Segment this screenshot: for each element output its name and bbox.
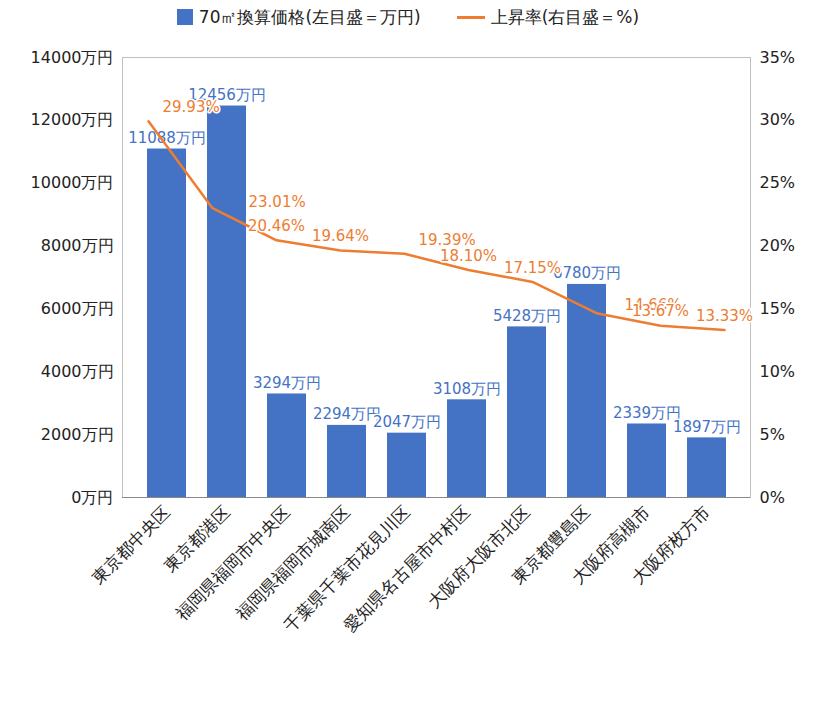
svg-text:福岡県福岡市中央区: 福岡県福岡市中央区 bbox=[171, 502, 293, 624]
svg-text:12456万円: 12456万円 bbox=[188, 86, 266, 104]
html-text:70㎡換算価格(左目盛＝万円): 70㎡換算価格(左目盛＝万円) bbox=[198, 6, 421, 27]
svg-text:29.93%: 29.93% bbox=[163, 98, 220, 116]
svg-text:10%: 10% bbox=[760, 362, 796, 381]
svg-text:0%: 0% bbox=[760, 488, 785, 507]
svg-text:千葉県千葉市花見川区: 千葉県千葉市花見川区 bbox=[279, 501, 414, 637]
svg-text:3294万円: 3294万円 bbox=[253, 374, 321, 392]
svg-text:8000万円: 8000万円 bbox=[41, 236, 114, 255]
svg-text:6780万円: 6780万円 bbox=[553, 264, 621, 282]
svg-text:愛知県名古屋市中村区: 愛知県名古屋市中村区 bbox=[339, 501, 474, 637]
svg-text:2339万円: 2339万円 bbox=[613, 404, 681, 422]
svg-text:19.39%: 19.39% bbox=[419, 231, 476, 249]
html-text:上昇率(右目盛＝%): 上昇率(右目盛＝%) bbox=[490, 6, 640, 27]
svg-text:4000万円: 4000万円 bbox=[41, 362, 114, 381]
svg-text:大阪府大阪市北区: 大阪府大阪市北区 bbox=[423, 502, 533, 612]
svg-text:13.33%: 13.33% bbox=[696, 307, 753, 325]
svg-text:10000万円: 10000万円 bbox=[31, 173, 114, 192]
svg-text:東京都豊島区: 東京都豊島区 bbox=[507, 501, 594, 589]
svg-text:14.66%: 14.66% bbox=[625, 296, 682, 314]
svg-text:福岡県福岡市城南区: 福岡県福岡市城南区 bbox=[231, 502, 353, 624]
svg-text:0万円: 0万円 bbox=[71, 488, 113, 507]
svg-text:23.01%: 23.01% bbox=[249, 193, 306, 211]
svg-text:大阪府高槻市: 大阪府高槻市 bbox=[567, 501, 654, 589]
svg-text:2294万円: 2294万円 bbox=[313, 405, 381, 423]
svg-text:3108万円: 3108万円 bbox=[433, 380, 501, 398]
svg-text:1897万円: 1897万円 bbox=[673, 418, 741, 436]
svg-text:20.46%: 20.46% bbox=[248, 217, 305, 235]
svg-text:19.64%: 19.64% bbox=[312, 227, 369, 245]
svg-text:東京都中央区: 東京都中央区 bbox=[87, 502, 173, 588]
svg-text:15%: 15% bbox=[760, 299, 796, 318]
svg-text:35%: 35% bbox=[760, 48, 796, 67]
svg-text:東京都港区: 東京都港区 bbox=[159, 501, 234, 577]
svg-text:13.67%: 13.67% bbox=[632, 302, 689, 320]
svg-text:17.15%: 17.15% bbox=[504, 259, 561, 277]
svg-text:14000万円: 14000万円 bbox=[31, 48, 114, 67]
svg-text:20%: 20% bbox=[760, 236, 796, 255]
svg-text:12000万円: 12000万円 bbox=[31, 110, 114, 129]
svg-text:2000万円: 2000万円 bbox=[41, 425, 114, 444]
svg-text:5428万円: 5428万円 bbox=[493, 307, 561, 325]
svg-text:18.10%: 18.10% bbox=[440, 247, 497, 265]
svg-text:30%: 30% bbox=[760, 110, 796, 129]
svg-text:6000万円: 6000万円 bbox=[41, 299, 114, 318]
svg-text:2047万円: 2047万円 bbox=[373, 413, 441, 431]
svg-text:25%: 25% bbox=[760, 173, 796, 192]
svg-text:5%: 5% bbox=[760, 425, 785, 444]
svg-text:11088万円: 11088万円 bbox=[128, 129, 206, 147]
svg-text:大阪府枚方市: 大阪府枚方市 bbox=[627, 502, 713, 588]
